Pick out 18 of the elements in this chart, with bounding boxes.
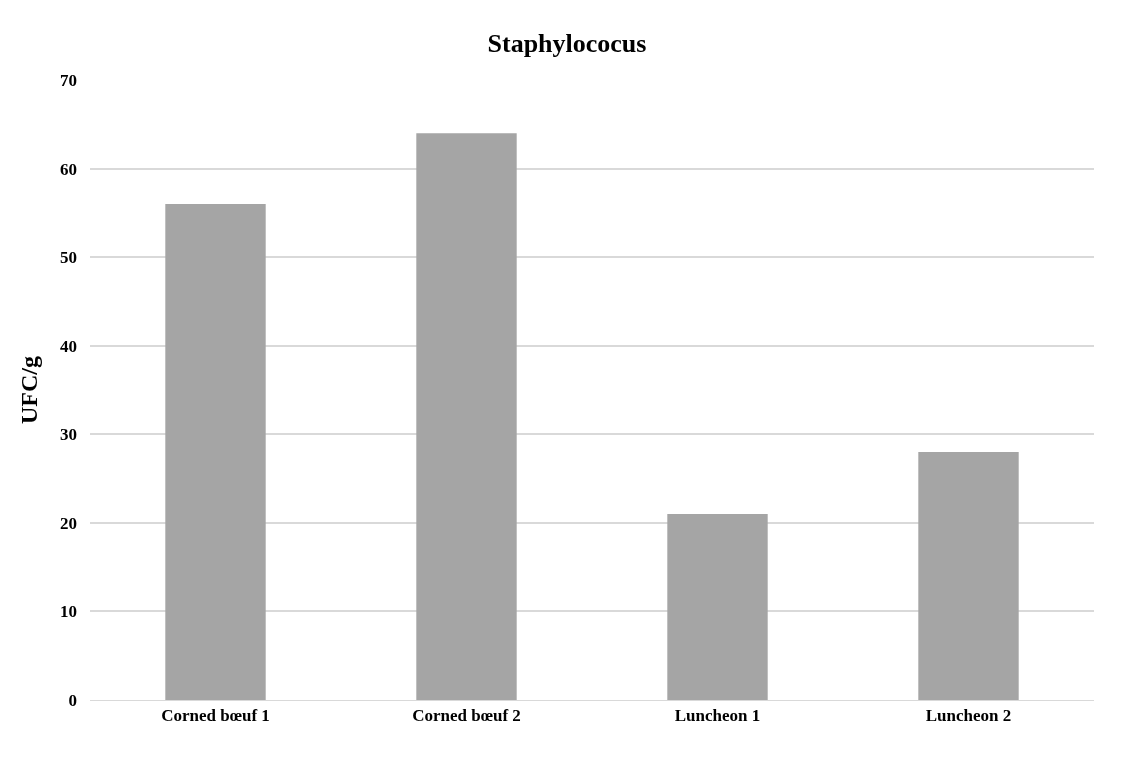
y-tick-label: 70	[60, 70, 77, 90]
bar	[416, 133, 517, 700]
y-tick-label: 0	[68, 690, 77, 710]
x-tick-label: Luncheon 2	[925, 706, 1012, 726]
bar	[165, 204, 266, 700]
y-axis-title: UFC/g	[16, 356, 43, 424]
x-tick-label: Luncheon 1	[674, 706, 761, 726]
chart-title: Staphylococus	[487, 29, 647, 59]
y-tick-label: 40	[60, 336, 77, 356]
y-tick-label: 20	[60, 513, 77, 533]
x-tick-label: Corned bœuf 1	[161, 706, 270, 726]
y-tick-label: 30	[60, 425, 77, 445]
bar	[918, 452, 1019, 700]
y-tick-label: 50	[60, 248, 77, 268]
bar	[667, 514, 768, 700]
y-tick-label: 10	[60, 602, 77, 622]
y-tick-label: 60	[60, 159, 77, 179]
x-tick-label: Corned bœuf 2	[412, 706, 521, 726]
